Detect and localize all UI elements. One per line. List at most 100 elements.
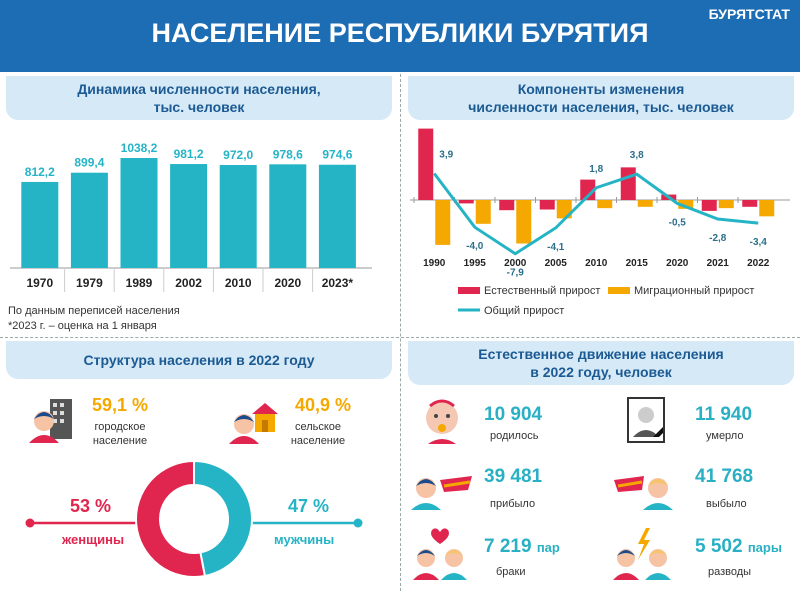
population-value-label: 1038,2 bbox=[121, 141, 158, 155]
legend-migration-label: Миграционный прирост bbox=[634, 285, 754, 297]
migration-growth-bar bbox=[475, 200, 491, 224]
year-tick-label: 2002 bbox=[175, 276, 202, 290]
urban-label-2: население bbox=[92, 435, 148, 447]
structure-title-text: Структура населения в 2022 году bbox=[83, 352, 315, 368]
migration-growth-bar bbox=[759, 200, 775, 217]
movement-title-line2: в 2022 году, человек bbox=[530, 364, 672, 380]
year-tick-label: 2023* bbox=[322, 276, 354, 290]
year-tick-label: 2020 bbox=[666, 258, 689, 269]
natural-growth-bar bbox=[701, 200, 717, 211]
year-tick-label: 2021 bbox=[707, 258, 730, 269]
total-growth-value-label: 3,9 bbox=[439, 149, 453, 160]
header-bar: НАСЕЛЕНИЕ РЕСПУБЛИКИ БУРЯТИЯ БУРЯТСТАТ bbox=[0, 0, 800, 72]
population-bar bbox=[318, 164, 356, 268]
population-chart-title: Динамика численности населения, тыс. чел… bbox=[6, 76, 392, 120]
divorce-label: разводы bbox=[708, 566, 752, 578]
men-leader-dot bbox=[353, 518, 363, 528]
total-growth-value-label: -2,8 bbox=[709, 233, 727, 244]
year-tick-label: 1979 bbox=[76, 276, 103, 290]
arrived-value: 39 481 bbox=[484, 466, 543, 487]
population-bar-chart: 812,2 1970 899,4 1979 1038,2 1989 981,2 2002 972… bbox=[10, 141, 372, 292]
total-growth-value-label: -4,1 bbox=[547, 242, 565, 253]
components-title-line1: Компоненты изменения bbox=[517, 81, 685, 97]
horizontal-divider bbox=[0, 337, 800, 338]
vertical-divider bbox=[400, 74, 401, 591]
year-tick-label: 2015 bbox=[626, 258, 649, 269]
population-value-label: 899,4 bbox=[74, 156, 104, 170]
natural-growth-bar bbox=[499, 200, 515, 211]
year-tick-label: 2020 bbox=[274, 276, 301, 290]
migration-growth-bar bbox=[435, 200, 451, 245]
year-tick-label: 2010 bbox=[225, 276, 252, 290]
legend-migration-swatch bbox=[608, 287, 630, 294]
census-note: По данным переписей населения bbox=[8, 305, 180, 317]
population-bar bbox=[219, 165, 257, 268]
migration-growth-bar bbox=[718, 200, 734, 209]
legend-natural-label: Естественный прирост bbox=[484, 285, 600, 297]
brand-logo: БУРЯТСТАТ bbox=[708, 6, 790, 22]
migration-growth-bar bbox=[678, 200, 694, 209]
divorce-unit: пары bbox=[747, 540, 782, 555]
year-tick-label: 2022 bbox=[747, 258, 770, 269]
total-growth-value-label: 1,8 bbox=[589, 164, 603, 175]
year-tick-label: 1995 bbox=[464, 258, 487, 269]
natural-growth-bar bbox=[418, 128, 434, 200]
departed-label: выбыло bbox=[706, 498, 747, 510]
population-value-label: 974,6 bbox=[322, 148, 352, 162]
born-label: родилось bbox=[490, 430, 539, 442]
population-bar bbox=[21, 181, 59, 268]
died-label: умерло bbox=[706, 430, 744, 442]
components-chart: 1990 1995 2000 2005 2010 2015 2020 2021 2022 3,9 -… bbox=[410, 128, 790, 317]
died-value: 11 940 bbox=[695, 404, 753, 425]
total-growth-value-label: -0,5 bbox=[669, 217, 687, 228]
marriage-label: браки bbox=[496, 566, 526, 578]
gender-donut-chart bbox=[25, 459, 363, 578]
marriage-value: 7 219 пар bbox=[484, 536, 560, 558]
marriage-unit: пар bbox=[536, 540, 560, 555]
women-label: женщины bbox=[62, 532, 125, 547]
population-value-label: 972,0 bbox=[223, 148, 253, 162]
departed-value: 41 768 bbox=[695, 466, 754, 487]
population-bar bbox=[170, 164, 208, 268]
marriage-couple-icon bbox=[413, 528, 467, 580]
total-growth-value-label: -4,0 bbox=[466, 241, 484, 252]
born-value: 10 904 bbox=[484, 404, 543, 425]
legend-total-label: Общий прирост bbox=[484, 305, 564, 317]
year-tick-label: 2010 bbox=[585, 258, 608, 269]
arrived-person-icon bbox=[411, 476, 472, 510]
departed-person-icon bbox=[614, 476, 673, 510]
total-growth-value-label: -7,9 bbox=[507, 268, 525, 279]
rural-label: сельское население bbox=[278, 420, 358, 448]
rural-percent: 40,9 % bbox=[295, 395, 352, 415]
total-growth-line bbox=[433, 172, 759, 256]
baby-icon bbox=[426, 399, 458, 444]
arrived-label: прибыло bbox=[490, 498, 536, 510]
natural-growth-bar bbox=[539, 200, 555, 210]
divorce-value: 5 502 пары bbox=[695, 536, 782, 558]
legend-natural-swatch bbox=[458, 287, 480, 294]
year-tick-label: 2005 bbox=[545, 258, 568, 269]
population-value-label: 978,6 bbox=[273, 147, 303, 161]
divorce-couple-icon bbox=[613, 528, 671, 580]
components-chart-title: Компоненты изменения численности населен… bbox=[408, 76, 794, 120]
natural-growth-bar bbox=[458, 200, 474, 204]
women-percent: 53 % bbox=[70, 496, 112, 516]
population-value-label: 981,2 bbox=[174, 147, 204, 161]
natural-growth-bar bbox=[620, 167, 636, 200]
estimate-note: *2023 г. – оценка на 1 января bbox=[8, 320, 157, 332]
men-percent: 47 % bbox=[288, 496, 330, 516]
women-slice bbox=[135, 459, 207, 578]
urban-label: городское население bbox=[80, 420, 160, 448]
marriage-number: 7 219 bbox=[484, 536, 532, 557]
population-bar bbox=[269, 164, 307, 268]
men-label: мужчины bbox=[274, 532, 335, 547]
year-tick-label: 1970 bbox=[26, 276, 53, 290]
year-tick-label: 1990 bbox=[423, 258, 446, 269]
year-tick-label: 2000 bbox=[504, 258, 527, 269]
rural-label-2: население bbox=[290, 435, 346, 447]
movement-title-line1: Естественное движение населения bbox=[478, 346, 724, 362]
death-portrait-icon bbox=[627, 397, 665, 443]
page-title: НАСЕЛЕНИЕ РЕСПУБЛИКИ БУРЯТИЯ bbox=[151, 18, 649, 48]
migration-growth-bar bbox=[597, 200, 613, 209]
population-bar bbox=[70, 172, 108, 268]
